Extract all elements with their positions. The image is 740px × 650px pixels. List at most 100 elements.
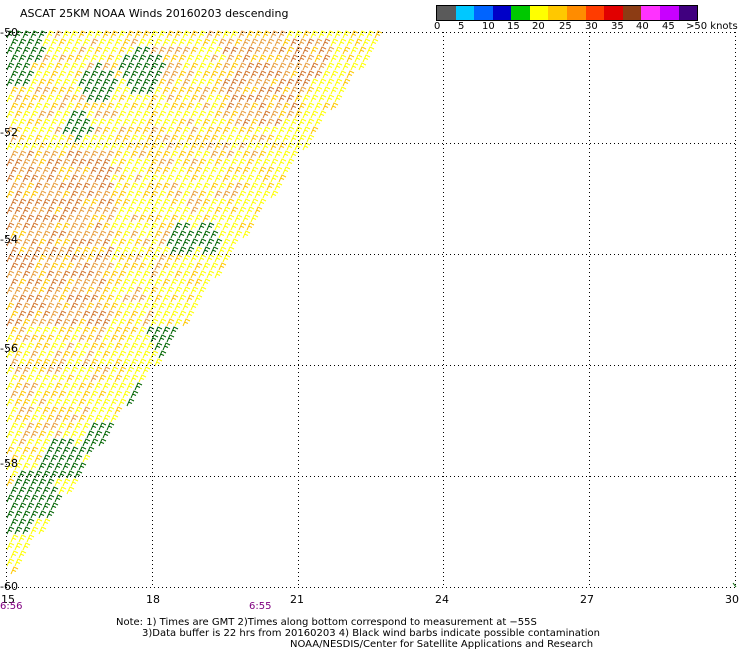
wind-barb — [18, 374, 27, 383]
wind-barb — [34, 230, 43, 239]
wind-barb — [194, 134, 203, 143]
wind-barb — [90, 406, 99, 415]
wind-barb — [190, 78, 199, 87]
wind-barb — [82, 390, 91, 399]
wind-barb — [50, 118, 59, 127]
wind-barb — [154, 310, 163, 319]
wind-barb — [22, 510, 31, 519]
wind-barb — [54, 286, 63, 295]
wind-barb — [82, 454, 91, 463]
wind-barb — [190, 238, 199, 247]
wind-barb — [210, 118, 219, 127]
wind-barb — [78, 62, 87, 71]
wind-barb — [290, 54, 299, 63]
wind-barb — [98, 278, 107, 287]
wind-barb — [74, 406, 83, 415]
wind-barb — [230, 126, 239, 135]
wind-barb — [10, 550, 19, 559]
wind-barb — [6, 78, 15, 87]
wind-barb — [18, 534, 27, 543]
wind-barb — [126, 142, 135, 151]
wind-barb — [126, 206, 135, 215]
wind-barb — [42, 38, 51, 47]
wind-barb — [138, 70, 147, 79]
wind-barb — [98, 326, 107, 335]
wind-barb — [74, 438, 83, 447]
wind-barb — [102, 94, 111, 103]
wind-barb — [270, 46, 279, 55]
wind-barb — [226, 182, 235, 191]
wind-barb — [182, 126, 191, 135]
wind-barb — [118, 286, 127, 295]
wind-barb — [110, 222, 119, 231]
wind-barb — [74, 326, 83, 335]
wind-barb — [170, 102, 179, 111]
wind-barb — [62, 334, 71, 343]
wind-barb — [262, 190, 271, 199]
wind-barb — [246, 46, 255, 55]
wind-barb — [38, 302, 47, 311]
wind-barb — [86, 350, 95, 359]
wind-barb — [70, 398, 79, 407]
wind-barb — [202, 230, 211, 239]
wind-barb — [166, 190, 175, 199]
wind-barb — [98, 294, 107, 303]
wind-barb — [294, 62, 303, 71]
wind-barb — [178, 214, 187, 223]
wind-barb — [78, 110, 87, 119]
wind-barb — [134, 78, 143, 87]
wind-barb — [58, 294, 67, 303]
wind-barb — [26, 454, 35, 463]
wind-barb — [46, 238, 55, 247]
wind-barb — [162, 342, 171, 351]
wind-barb — [150, 206, 159, 215]
wind-barb — [262, 110, 271, 119]
wind-barb — [274, 182, 283, 191]
wind-barb — [82, 150, 91, 159]
wind-barb — [242, 134, 251, 143]
wind-barb — [10, 486, 19, 495]
wind-barb — [26, 246, 35, 255]
wind-barb — [18, 550, 27, 559]
wind-barb — [58, 150, 67, 159]
wind-barb — [270, 30, 279, 39]
wind-barb — [174, 62, 183, 71]
wind-barb — [110, 238, 119, 247]
wind-barb — [142, 142, 151, 151]
wind-barb — [174, 222, 183, 231]
wind-barb — [18, 358, 27, 367]
wind-barb — [18, 518, 27, 527]
wind-barb — [118, 94, 127, 103]
wind-barb — [122, 118, 131, 127]
wind-barb — [26, 278, 35, 287]
wind-barb — [10, 54, 19, 63]
wind-barb — [26, 422, 35, 431]
wind-barb — [118, 398, 127, 407]
wind-barb — [126, 30, 135, 39]
wind-barb — [214, 78, 223, 87]
wind-barb — [26, 310, 35, 319]
wind-barb — [70, 334, 79, 343]
wind-barb — [182, 78, 191, 87]
wind-barb — [30, 126, 39, 135]
wind-barb — [126, 158, 135, 167]
wind-barb — [114, 278, 123, 287]
wind-barb — [30, 222, 39, 231]
wind-barb — [162, 70, 171, 79]
wind-barb — [198, 142, 207, 151]
legend-label-45: 45 — [662, 21, 675, 32]
lat-label-minus58: -58 — [0, 457, 18, 470]
wind-barb — [82, 294, 91, 303]
wind-barb — [166, 78, 175, 87]
wind-barb — [78, 350, 87, 359]
wind-barb — [158, 62, 167, 71]
wind-barb — [214, 126, 223, 135]
wind-barb — [10, 86, 19, 95]
wind-barb — [178, 70, 187, 79]
wind-barb — [154, 326, 163, 335]
wind-barb — [14, 382, 23, 391]
wind-barb — [58, 454, 67, 463]
wind-barb — [86, 318, 95, 327]
wind-barb — [114, 214, 123, 223]
wind-barb — [138, 246, 147, 255]
